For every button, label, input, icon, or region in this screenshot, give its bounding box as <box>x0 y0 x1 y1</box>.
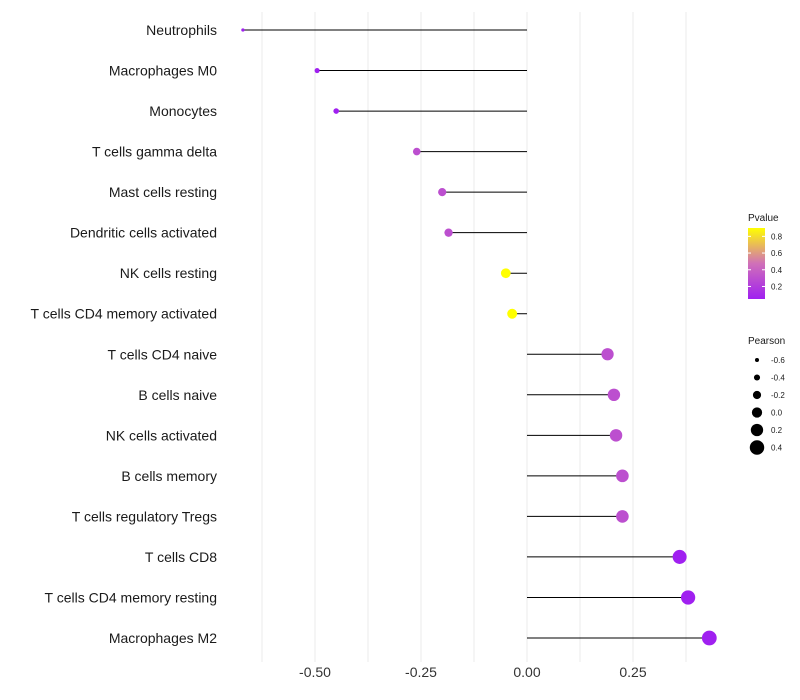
y-tick-label: T cells CD4 memory activated <box>31 306 217 322</box>
legend-colorbar-label: 0.8 <box>771 232 783 241</box>
data-point <box>681 590 696 605</box>
y-tick-label: Macrophages M0 <box>109 63 217 79</box>
x-tick-label: 0.25 <box>619 664 646 680</box>
data-point <box>438 188 447 197</box>
legend-size-dot <box>752 390 762 400</box>
legend-size-label: -0.2 <box>771 391 785 400</box>
y-tick-label: NK cells resting <box>120 265 217 281</box>
legend-size-dot <box>753 374 761 381</box>
data-point <box>507 308 518 319</box>
y-tick-label: Mast cells resting <box>109 184 217 200</box>
legend-colorbar <box>748 228 765 299</box>
data-point <box>616 469 629 483</box>
y-tick-label: Macrophages M2 <box>109 630 217 646</box>
legend-size-dot <box>751 407 763 418</box>
data-point <box>500 268 511 279</box>
data-point <box>333 108 340 114</box>
legend-size-label: 0.0 <box>771 409 783 418</box>
y-tick-label: Dendritic cells activated <box>70 225 217 241</box>
legend-colorbar-label: 0.4 <box>771 266 783 275</box>
legend-pearson-title: Pearson <box>748 336 785 347</box>
legend-size-dot <box>749 440 765 455</box>
legend-colorbar-label: 0.2 <box>771 282 783 291</box>
legend-size-label: 0.4 <box>771 444 783 453</box>
y-tick-label: T cells CD8 <box>145 549 217 565</box>
y-tick-label: B cells memory <box>121 468 217 484</box>
legend-pearson: Pearson -0.6 -0.4 -0.2 0.0 0.2 0.4 <box>748 336 785 455</box>
legend-colorbar-label: 0.6 <box>771 249 783 258</box>
legend-size-label: -0.6 <box>771 356 785 365</box>
y-tick-label: Monocytes <box>149 103 217 119</box>
points <box>241 28 717 646</box>
legend-pvalue-title: Pvalue <box>748 213 779 224</box>
data-point <box>616 510 629 523</box>
y-tick-label: T cells CD4 memory resting <box>45 589 217 605</box>
legend-size-dot <box>754 357 760 363</box>
data-point <box>601 348 614 361</box>
y-tick-label: T cells CD4 naive <box>108 346 218 362</box>
data-point <box>314 67 320 74</box>
y-tick-label: T cells regulatory Tregs <box>72 508 217 524</box>
legend-size-label: -0.4 <box>771 374 785 383</box>
x-tick-label: -0.50 <box>299 664 331 680</box>
x-axis-labels: -0.50 -0.25 0.00 0.25 <box>299 664 647 680</box>
grid-lines <box>261 12 687 662</box>
data-point <box>672 549 687 564</box>
legend-size-dot <box>750 423 764 437</box>
y-tick-label: NK cells activated <box>106 427 217 443</box>
data-point <box>607 388 621 402</box>
legend-pvalue: Pvalue 0.2 0.4 0.6 0.8 <box>748 213 783 299</box>
y-tick-label: B cells naive <box>138 387 217 403</box>
data-point <box>241 28 245 32</box>
data-point <box>609 429 623 442</box>
data-point <box>444 228 453 237</box>
stems <box>242 29 710 639</box>
x-tick-label: 0.00 <box>513 664 540 680</box>
data-point <box>412 147 421 156</box>
y-axis-labels: Neutrophils Macrophages M0 Monocytes T cell… <box>31 22 218 646</box>
y-tick-label: T cells gamma delta <box>92 144 217 160</box>
data-point <box>701 630 717 646</box>
y-tick-label: Neutrophils <box>146 22 217 38</box>
legend-size-label: 0.2 <box>771 426 783 435</box>
x-tick-label: -0.25 <box>405 664 437 680</box>
